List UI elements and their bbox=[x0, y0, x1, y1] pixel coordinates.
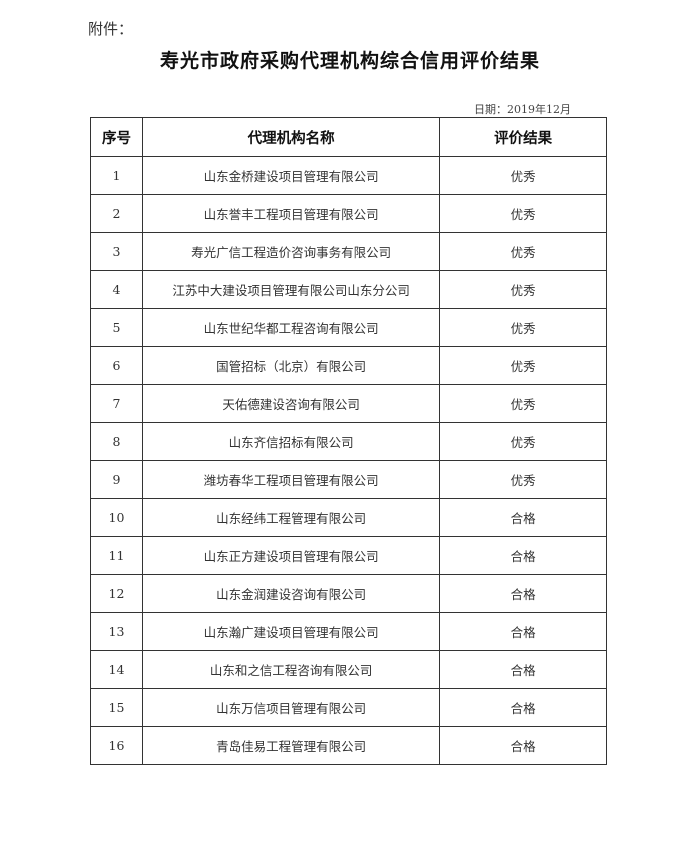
cell-index: 14 bbox=[90, 650, 143, 689]
cell-agency-name: 国管招标（北京）有限公司 bbox=[141, 346, 441, 385]
cell-index: 6 bbox=[90, 346, 143, 385]
cell-result: 合格 bbox=[439, 650, 607, 689]
cell-agency-name: 江苏中大建设项目管理有限公司山东分公司 bbox=[141, 270, 441, 309]
cell-index: 2 bbox=[90, 194, 143, 233]
cell-result: 合格 bbox=[439, 536, 607, 575]
table-row: 10 山东经纬工程管理有限公司 合格 bbox=[90, 498, 607, 537]
table-row: 15 山东万信项目管理有限公司 合格 bbox=[90, 688, 607, 727]
table-row: 9 潍坊春华工程项目管理有限公司 优秀 bbox=[90, 460, 607, 499]
table-row: 12 山东金润建设咨询有限公司 合格 bbox=[90, 574, 607, 613]
cell-agency-name: 天佑德建设咨询有限公司 bbox=[141, 384, 441, 423]
cell-index: 1 bbox=[90, 156, 143, 195]
table-row: 14 山东和之信工程咨询有限公司 合格 bbox=[90, 650, 607, 689]
cell-index: 4 bbox=[90, 270, 143, 309]
cell-agency-name: 寿光广信工程造价咨询事务有限公司 bbox=[141, 232, 441, 271]
table-row: 6 国管招标（北京）有限公司 优秀 bbox=[90, 346, 607, 385]
cell-result: 优秀 bbox=[439, 156, 607, 195]
table-row: 4 江苏中大建设项目管理有限公司山东分公司 优秀 bbox=[90, 270, 607, 309]
cell-index: 11 bbox=[90, 536, 143, 575]
cell-result: 合格 bbox=[439, 574, 607, 613]
cell-result: 优秀 bbox=[439, 194, 607, 233]
cell-agency-name: 山东齐信招标有限公司 bbox=[141, 422, 441, 461]
cell-result: 合格 bbox=[439, 726, 607, 765]
table-row: 8 山东齐信招标有限公司 优秀 bbox=[90, 422, 607, 461]
cell-index: 8 bbox=[90, 422, 143, 461]
cell-index: 7 bbox=[90, 384, 143, 423]
cell-agency-name: 山东金桥建设项目管理有限公司 bbox=[141, 156, 441, 195]
cell-index: 16 bbox=[90, 726, 143, 765]
cell-index: 5 bbox=[90, 308, 143, 347]
cell-result: 优秀 bbox=[439, 422, 607, 461]
cell-index: 3 bbox=[90, 232, 143, 271]
cell-result: 合格 bbox=[439, 498, 607, 537]
evaluation-table: 序号 代理机构名称 评价结果 1 山东金桥建设项目管理有限公司 优秀 2 山东誉丰工程项… bbox=[90, 117, 607, 765]
cell-result: 优秀 bbox=[439, 460, 607, 499]
cell-agency-name: 山东经纬工程管理有限公司 bbox=[141, 498, 441, 537]
header-agency-name: 代理机构名称 bbox=[141, 117, 441, 157]
cell-agency-name: 山东万信项目管理有限公司 bbox=[141, 688, 441, 727]
cell-index: 9 bbox=[90, 460, 143, 499]
cell-agency-name: 青岛佳易工程管理有限公司 bbox=[141, 726, 441, 765]
cell-index: 10 bbox=[90, 498, 143, 537]
table-row: 1 山东金桥建设项目管理有限公司 优秀 bbox=[90, 156, 607, 195]
cell-agency-name: 山东誉丰工程项目管理有限公司 bbox=[141, 194, 441, 233]
document-title: 寿光市政府采购代理机构综合信用评价结果 bbox=[159, 50, 540, 72]
table-row: 13 山东瀚广建设项目管理有限公司 合格 bbox=[90, 612, 607, 651]
cell-agency-name: 山东金润建设咨询有限公司 bbox=[141, 574, 441, 613]
cell-agency-name: 山东瀚广建设项目管理有限公司 bbox=[141, 612, 441, 651]
cell-result: 优秀 bbox=[439, 308, 607, 347]
cell-agency-name: 山东和之信工程咨询有限公司 bbox=[141, 650, 441, 689]
cell-agency-name: 山东正方建设项目管理有限公司 bbox=[141, 536, 441, 575]
cell-result: 合格 bbox=[439, 688, 607, 727]
cell-result: 合格 bbox=[439, 612, 607, 651]
table-row: 3 寿光广信工程造价咨询事务有限公司 优秀 bbox=[90, 232, 607, 271]
cell-agency-name: 潍坊春华工程项目管理有限公司 bbox=[141, 460, 441, 499]
table-row: 2 山东誉丰工程项目管理有限公司 优秀 bbox=[90, 194, 607, 233]
document-date: 日期：2019年12月 bbox=[474, 103, 571, 116]
table-row: 7 天佑德建设咨询有限公司 优秀 bbox=[90, 384, 607, 423]
cell-result: 优秀 bbox=[439, 346, 607, 385]
table-row: 16 青岛佳易工程管理有限公司 合格 bbox=[90, 726, 607, 765]
table-header-row: 序号 代理机构名称 评价结果 bbox=[90, 117, 607, 157]
cell-result: 优秀 bbox=[439, 384, 607, 423]
table-row: 5 山东世纪华都工程咨询有限公司 优秀 bbox=[90, 308, 607, 347]
cell-index: 12 bbox=[90, 574, 143, 613]
cell-agency-name: 山东世纪华都工程咨询有限公司 bbox=[141, 308, 441, 347]
attachment-label: 附件： bbox=[88, 20, 134, 38]
cell-result: 优秀 bbox=[439, 270, 607, 309]
header-result: 评价结果 bbox=[439, 117, 607, 157]
header-index: 序号 bbox=[90, 117, 143, 157]
cell-index: 15 bbox=[90, 688, 143, 727]
cell-index: 13 bbox=[90, 612, 143, 651]
table-row: 11 山东正方建设项目管理有限公司 合格 bbox=[90, 536, 607, 575]
cell-result: 优秀 bbox=[439, 232, 607, 271]
